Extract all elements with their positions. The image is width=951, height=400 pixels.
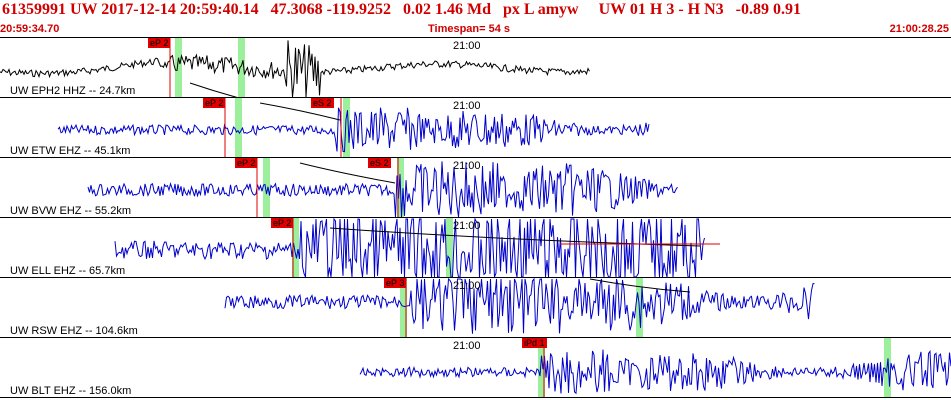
station-label: UW BLT EHZ -- 156.0km [10,385,132,397]
time-tick-label: 21:00 [453,220,481,232]
timespan: Timespan= 54 s [428,23,511,35]
waveform-trace [0,40,590,97]
time-tick-label: 21:00 [453,340,481,352]
time-tick-label: 21:00 [453,40,481,52]
travel-time-curve [259,102,341,121]
event-header: 61359991 UW 2017-12-14 20:59:40.14 47.30… [0,0,951,22]
pick-window-0[interactable] [175,38,182,98]
trace-canvas [114,218,720,278]
pick-window-1[interactable] [343,98,350,158]
waveform-trace [87,161,678,217]
trace-canvas [87,158,678,218]
station-label: UW EPH2 HHZ -- 24.7km [10,85,136,97]
event-magnitude: 0.02 1.46 Md [403,1,492,18]
trace-panel-4[interactable]: eP 3 21:00 UW RSW EHZ -- 104.6km [0,278,951,338]
pick-window-0[interactable] [263,158,270,218]
time-tick-label: 21:00 [453,160,481,172]
trace-panel-1[interactable]: eP 2 eS 2 21:00 UW ETW EHZ -- 45.1km [0,98,951,158]
pick-flag[interactable]: eP 2 [271,218,294,228]
waveform-trace [224,278,815,334]
station-label: UW ETW EHZ -- 45.1km [10,145,131,157]
header-divider [0,37,951,38]
pick-flag[interactable]: eS 2 [311,98,334,108]
amplitude-values: -0.89 0.91 [735,1,801,18]
pick-window-0[interactable] [292,218,299,278]
pick-window-0[interactable] [400,278,407,338]
start-time: 20:59:34.70 [0,23,60,35]
pick-flag[interactable]: eS 2 [368,158,391,168]
event-id-time: 61359991 UW 2017-12-14 20:59:40.14 [2,1,259,18]
channel-info: UW 01 H 3 - H N3 [598,1,724,18]
end-time: 21:00:28.25 [889,23,949,35]
trace-canvas [224,278,815,338]
pick-flag[interactable]: eP 2 [203,98,226,108]
waveform-trace [57,107,650,153]
pick-window-1[interactable] [446,218,453,278]
waveform-trace [114,218,705,277]
trace-canvas [359,338,951,398]
event-flags: px L amyw [503,1,579,18]
pick-flag[interactable]: eP 2 [148,38,171,48]
travel-time-curve [299,162,396,184]
time-tick-label: 21:00 [453,280,481,292]
trace-panel-5[interactable]: iPd 1 21:00 UW BLT EHZ -- 156.0km [0,338,951,398]
trace-panel-3[interactable]: eP 2 21:00 UW ELL EHZ -- 65.7km [0,218,951,278]
trace-canvas [0,38,590,98]
station-label: UW BVW EHZ -- 55.2km [10,205,132,217]
pick-flag[interactable]: iPd 1 [522,338,547,348]
pick-flag[interactable]: eP 3 [384,278,407,288]
station-label: UW RSW EHZ -- 104.6km [10,325,138,337]
waveform-trace [359,349,951,395]
time-tick-label: 21:00 [453,100,481,112]
travel-time-curve [589,278,691,293]
event-location: 47.3068 -119.9252 [270,1,392,18]
trace-panel-2[interactable]: eP 2 eS 2 21:00 UW BVW EHZ -- 55.2km [0,158,951,218]
station-label: UW ELL EHZ -- 65.7km [10,265,126,277]
pick-flag[interactable]: eP 2 [235,158,258,168]
pick-window-0[interactable] [538,338,545,398]
pick-window-0[interactable] [235,98,242,158]
trace-canvas [57,98,650,158]
travel-time-curve [189,82,238,97]
trace-panel-0[interactable]: eP 2 21:00 UW EPH2 HHZ -- 24.7km [0,38,951,98]
pick-window-1[interactable] [238,38,245,98]
